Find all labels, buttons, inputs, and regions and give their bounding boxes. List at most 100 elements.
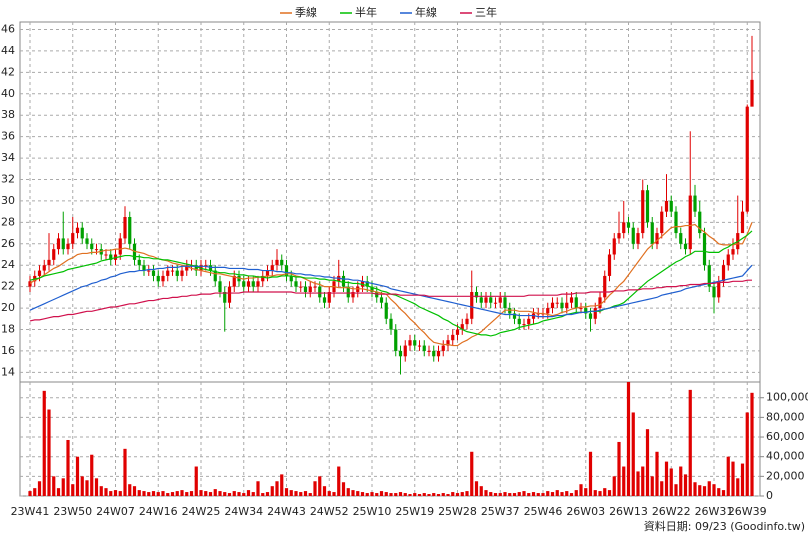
volume-bar	[422, 493, 426, 496]
volume-bar	[318, 476, 322, 496]
volume-bar	[294, 491, 298, 496]
candle-body	[341, 275, 346, 287]
volume-bar	[299, 492, 303, 496]
x-tick-label: 25W19	[395, 505, 434, 518]
volume-bar	[512, 493, 517, 496]
candle-body	[612, 238, 616, 255]
volume-bar	[161, 491, 165, 496]
x-tick-label: 25W28	[438, 505, 477, 518]
candle-body	[370, 286, 374, 292]
volume-bar	[313, 481, 317, 496]
volume-bar	[669, 468, 673, 496]
candle-body	[626, 222, 631, 228]
candle-body	[422, 345, 426, 351]
ma-line	[29, 222, 753, 347]
candle-body	[574, 297, 578, 309]
candle-body	[403, 345, 407, 357]
candle-body	[588, 313, 593, 319]
legend-label: 季線	[295, 5, 317, 19]
volume-bar	[750, 392, 754, 496]
volume-bar	[375, 493, 379, 496]
candle-body	[721, 265, 726, 282]
candle-body	[194, 265, 198, 271]
volume-bar	[451, 492, 455, 496]
candle-body	[460, 324, 464, 330]
volume-bar	[194, 466, 198, 496]
volume-bar	[508, 493, 512, 496]
candle-body	[441, 345, 445, 351]
candle-body	[489, 297, 493, 303]
volume-bar	[702, 486, 707, 496]
volume-bar	[527, 493, 531, 496]
ma-line	[29, 264, 753, 318]
candle-body	[185, 265, 189, 271]
volume-bar	[251, 492, 255, 496]
volume-bar	[337, 466, 341, 496]
volume-bar	[607, 490, 612, 496]
candle-body	[750, 79, 754, 107]
volume-bar	[189, 491, 194, 496]
volume-bar	[346, 488, 350, 496]
y-tick-label: 36	[1, 130, 15, 143]
volume-bar	[493, 493, 498, 496]
candle-body	[669, 200, 673, 212]
candle-body	[109, 254, 113, 260]
candle-body	[265, 270, 270, 276]
y-tick-label: 14	[1, 365, 15, 378]
volume-bar	[71, 484, 75, 496]
volume-bar	[28, 491, 32, 496]
volume-bar	[417, 494, 422, 496]
volume-bar	[531, 492, 536, 496]
candle-body	[379, 297, 384, 303]
candle-body	[284, 265, 289, 276]
volume-bar	[413, 493, 417, 496]
volume-bar	[555, 490, 559, 496]
candle-body	[227, 286, 232, 303]
candle-body	[579, 308, 583, 310]
volume-bar	[384, 492, 388, 496]
y-tick-label: 28	[1, 215, 15, 228]
candle-body	[655, 233, 659, 244]
candle-body	[137, 259, 141, 266]
candle-body	[660, 211, 664, 234]
candle-body	[683, 243, 688, 250]
candle-body	[71, 233, 75, 244]
candle-body	[517, 318, 521, 325]
candle-body	[688, 195, 692, 250]
volume-bar	[227, 493, 232, 496]
candle-body	[322, 297, 327, 303]
candle-body	[303, 286, 308, 292]
x-tick-label: 26W13	[609, 505, 648, 518]
volume-bar	[498, 493, 502, 496]
candle-body	[61, 238, 65, 250]
candle-body	[617, 233, 621, 239]
volume-bar	[275, 481, 279, 496]
footer: 資料日期: 09/23 (Goodinfo.tw)	[644, 519, 805, 533]
y2-tick-label: 100,000	[766, 391, 808, 404]
candle-body	[242, 281, 246, 287]
candle-body	[679, 233, 683, 244]
volume-bar	[147, 492, 151, 496]
volume-bar	[546, 491, 550, 496]
y-tick-label: 40	[1, 87, 15, 100]
volume-bar	[175, 491, 179, 496]
volume-bar	[332, 492, 336, 496]
volume-bar	[536, 493, 540, 496]
volume-bar	[593, 490, 597, 496]
candle-body	[636, 233, 640, 244]
volume-bar	[712, 484, 716, 496]
volume-bar	[674, 484, 678, 496]
candle-body	[698, 211, 702, 234]
volume-bar	[327, 491, 331, 496]
volume-bar	[389, 493, 393, 496]
volume-bar	[256, 481, 260, 496]
candle-body	[80, 227, 84, 239]
candle-body	[565, 302, 569, 309]
volume-bar	[99, 486, 103, 496]
volume-bar	[479, 486, 483, 496]
volume-bar	[626, 382, 631, 496]
volume-bar	[94, 478, 99, 496]
candle-body	[607, 254, 612, 276]
volume-bar	[503, 492, 507, 496]
ma-line	[29, 279, 752, 322]
